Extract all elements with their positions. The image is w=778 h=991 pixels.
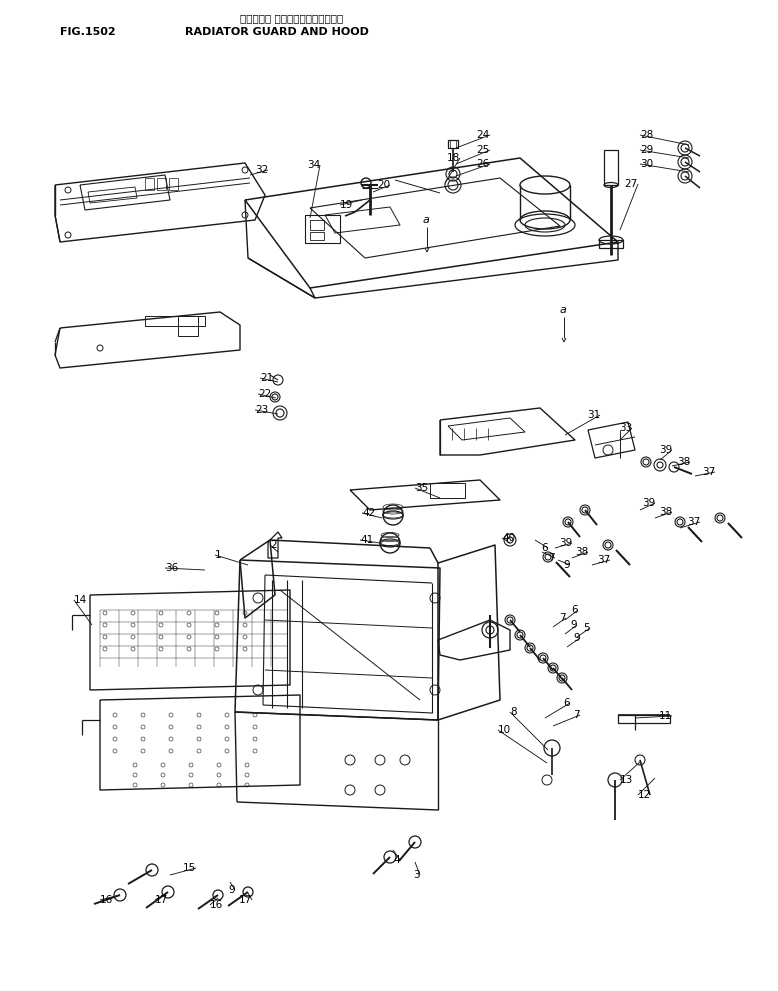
Text: 16: 16: [210, 900, 223, 910]
Text: 37: 37: [702, 467, 715, 477]
Text: 33: 33: [619, 423, 632, 433]
Text: 23: 23: [255, 405, 268, 415]
Bar: [157, 178, 166, 190]
Text: 16: 16: [100, 895, 114, 905]
Text: 10: 10: [498, 725, 511, 735]
Text: 12: 12: [638, 790, 651, 800]
Text: 31: 31: [587, 410, 600, 420]
Text: 29: 29: [640, 145, 654, 155]
Text: 14: 14: [74, 595, 87, 605]
Text: 24: 24: [477, 130, 490, 140]
Bar: [169, 178, 178, 190]
Bar: [305, 215, 340, 243]
Text: 9: 9: [570, 620, 577, 630]
Text: 18: 18: [447, 153, 460, 163]
Bar: [310, 220, 324, 230]
Text: 6: 6: [571, 605, 578, 615]
Text: 11: 11: [659, 711, 672, 721]
Text: 20: 20: [377, 180, 390, 190]
Text: 39: 39: [659, 445, 672, 455]
Text: a: a: [423, 215, 430, 225]
Text: 34: 34: [307, 160, 320, 170]
Text: 35: 35: [415, 483, 428, 493]
Text: 26: 26: [477, 159, 490, 169]
Text: 2: 2: [270, 540, 277, 550]
Text: 4: 4: [394, 855, 400, 865]
Text: 22: 22: [258, 389, 272, 399]
Text: 15: 15: [183, 863, 196, 873]
Text: 38: 38: [659, 507, 672, 517]
Text: 41: 41: [360, 535, 373, 545]
Text: a: a: [560, 305, 567, 315]
Text: 13: 13: [620, 775, 633, 785]
Text: 37: 37: [687, 517, 700, 527]
Text: 42: 42: [362, 508, 375, 518]
Text: 9: 9: [563, 560, 570, 570]
Text: 7: 7: [548, 553, 555, 563]
Text: 7: 7: [573, 710, 580, 720]
Bar: [145, 316, 205, 326]
Text: 28: 28: [640, 130, 654, 140]
Text: 7: 7: [559, 613, 566, 623]
Text: ラジエータ ガード　オヨビ　フード: ラジエータ ガード オヨビ フード: [240, 13, 343, 23]
Text: 25: 25: [477, 145, 490, 155]
Text: 5: 5: [584, 623, 590, 633]
Text: 37: 37: [597, 555, 610, 565]
Text: 3: 3: [413, 870, 420, 880]
Text: FIG.1502: FIG.1502: [60, 27, 116, 37]
Text: 21: 21: [260, 373, 273, 383]
Bar: [599, 240, 623, 248]
Text: 1: 1: [215, 550, 222, 560]
Text: 9: 9: [229, 885, 235, 895]
Text: 17: 17: [239, 895, 252, 905]
Text: RADIATOR GUARD AND HOOD: RADIATOR GUARD AND HOOD: [185, 27, 369, 37]
Text: 9: 9: [573, 633, 580, 643]
Text: 6: 6: [563, 698, 570, 708]
Text: 8: 8: [510, 707, 517, 717]
Bar: [178, 316, 198, 336]
Text: 32: 32: [254, 165, 268, 175]
Text: 39: 39: [559, 538, 572, 548]
Text: 30: 30: [640, 159, 653, 169]
Text: 6: 6: [541, 543, 548, 553]
Bar: [430, 483, 465, 498]
Bar: [448, 140, 458, 148]
Bar: [145, 178, 154, 190]
Bar: [604, 150, 618, 185]
Text: 39: 39: [642, 498, 655, 508]
Text: 19: 19: [340, 200, 353, 210]
Text: 27: 27: [625, 179, 638, 189]
Text: 38: 38: [575, 547, 588, 557]
Text: 40: 40: [502, 533, 515, 543]
Text: 36: 36: [165, 563, 178, 573]
Bar: [310, 232, 324, 240]
Bar: [618, 715, 670, 723]
Text: 17: 17: [155, 895, 168, 905]
Text: 38: 38: [677, 457, 690, 467]
